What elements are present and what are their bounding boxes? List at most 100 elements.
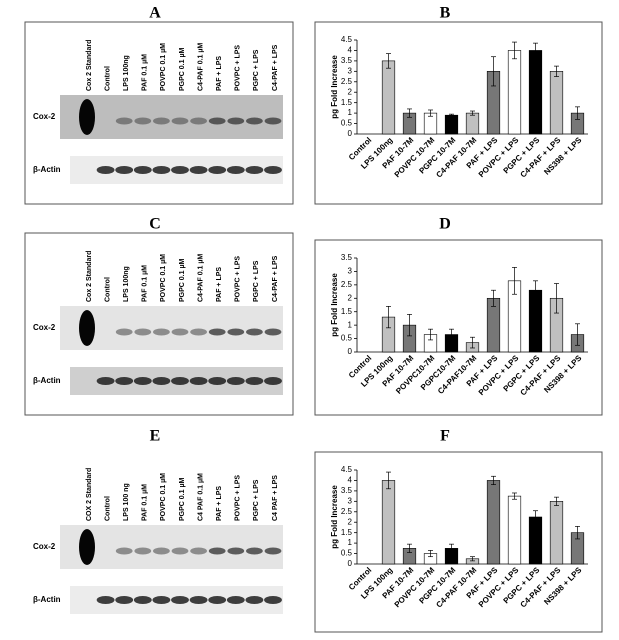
bar — [528, 516, 543, 565]
lane-label: POVPC + LPS — [235, 256, 242, 302]
cox-band — [153, 117, 170, 125]
y-tick-label: 2.5 — [341, 507, 353, 516]
actin-band — [171, 166, 189, 174]
lane-label: POVPC + LPS — [235, 45, 242, 91]
panel-frame — [24, 232, 294, 416]
actin-band — [264, 596, 282, 604]
error-bar — [575, 106, 580, 120]
error-bar — [386, 471, 391, 490]
actin-band — [189, 166, 208, 174]
cox-band — [227, 547, 245, 555]
lane-label: Cox 2 Standard — [86, 251, 93, 302]
actin-band — [133, 377, 152, 385]
actin-band — [189, 377, 208, 385]
y-tick-label: 1 — [348, 108, 353, 117]
y-tick-label: 0.5 — [341, 119, 353, 128]
actin-band — [189, 596, 208, 604]
lane-label: PAF + LPS — [216, 486, 223, 521]
cox-band — [153, 547, 170, 555]
cox-band — [171, 328, 189, 336]
row-label: Cox-2 — [33, 542, 56, 551]
bar — [465, 112, 480, 135]
lane-label: LPS 100ng — [123, 55, 130, 91]
cox-band — [190, 117, 207, 125]
cox-band — [227, 328, 245, 336]
y-tick-label: 3 — [348, 66, 353, 75]
panel-frame — [314, 239, 603, 416]
lane-label: PGPC 0.1 µM — [179, 48, 186, 91]
cox-band — [264, 328, 282, 336]
error-bar — [554, 283, 559, 314]
y-tick-label: 0.5 — [341, 334, 353, 343]
actin-band — [96, 166, 115, 174]
lane-label: POVPC 0.1 µM — [160, 43, 167, 91]
cox-band — [208, 328, 226, 336]
y-tick-label: 2 — [348, 517, 353, 526]
cox-band — [134, 117, 152, 125]
error-bar — [470, 336, 475, 349]
actin-band — [226, 166, 245, 174]
row-label: Cox-2 — [33, 112, 56, 121]
actin-band — [171, 596, 189, 604]
lane-label: POVPC 0.1 µM — [160, 254, 167, 302]
error-bar — [386, 53, 391, 69]
lane-label: COX 2 Standard — [86, 468, 93, 521]
lane-label: PAF 0.1 µM — [142, 54, 149, 91]
actin-band — [226, 596, 245, 604]
error-bar — [533, 280, 538, 300]
error-bar — [449, 328, 454, 341]
lane-label: PAF + LPS — [216, 267, 223, 302]
cox-band — [134, 328, 152, 336]
actin-band — [208, 377, 227, 385]
cox-band — [208, 547, 226, 555]
y-tick-label: 3 — [348, 496, 353, 505]
error-bar — [554, 496, 559, 506]
lane-label: C4 PAF 0.1 µM — [197, 473, 204, 521]
error-bar — [533, 42, 538, 59]
panel-frame — [314, 21, 603, 205]
cox-band — [190, 547, 207, 555]
y-tick-label: 1.5 — [341, 307, 353, 316]
lane-label: Cox 2 Standard — [86, 40, 93, 91]
panel-label: C — [149, 216, 161, 233]
y-tick-label: 0.5 — [341, 549, 353, 558]
actin-band — [152, 166, 171, 174]
lane-label: POVPC + LPS — [235, 475, 242, 521]
cox-band — [171, 117, 189, 125]
error-bar — [512, 41, 517, 60]
lane-label: C4 PAF + LPS — [272, 475, 279, 521]
row-label: β-Actin — [33, 376, 61, 385]
error-bar — [470, 110, 475, 116]
error-bar — [386, 305, 391, 329]
bar — [444, 114, 459, 135]
bar — [381, 60, 396, 135]
panel-frame — [314, 451, 603, 633]
actin-band — [152, 596, 171, 604]
actin-band — [96, 596, 115, 604]
y-tick-label: 1.5 — [341, 98, 353, 107]
y-tick-label: 4.5 — [341, 35, 353, 44]
error-bar — [512, 492, 517, 500]
cox-band — [264, 117, 282, 125]
y-tick-label: 2.5 — [341, 77, 353, 86]
error-bar — [407, 543, 412, 553]
row-label: β-Actin — [33, 165, 61, 174]
error-bar — [449, 113, 454, 117]
cox-band — [115, 328, 133, 336]
error-bar — [449, 543, 454, 553]
y-tick-label: 1.5 — [341, 528, 353, 537]
cox-band — [208, 117, 226, 125]
error-bar — [575, 323, 580, 346]
lane-label: PGPC + LPS — [253, 479, 260, 521]
cox-band — [190, 328, 207, 336]
y-tick-label: 2 — [348, 87, 353, 96]
y-tick-label: 0 — [348, 559, 353, 568]
y-axis-label: pg Fold Increase — [330, 485, 339, 549]
row-label: Cox-2 — [33, 323, 56, 332]
bar — [549, 71, 564, 135]
error-bar — [428, 109, 433, 117]
lane-label: C4-PAF 0.1 µM — [197, 254, 204, 302]
y-tick-label: 2.5 — [341, 280, 353, 289]
error-bar — [428, 328, 433, 341]
